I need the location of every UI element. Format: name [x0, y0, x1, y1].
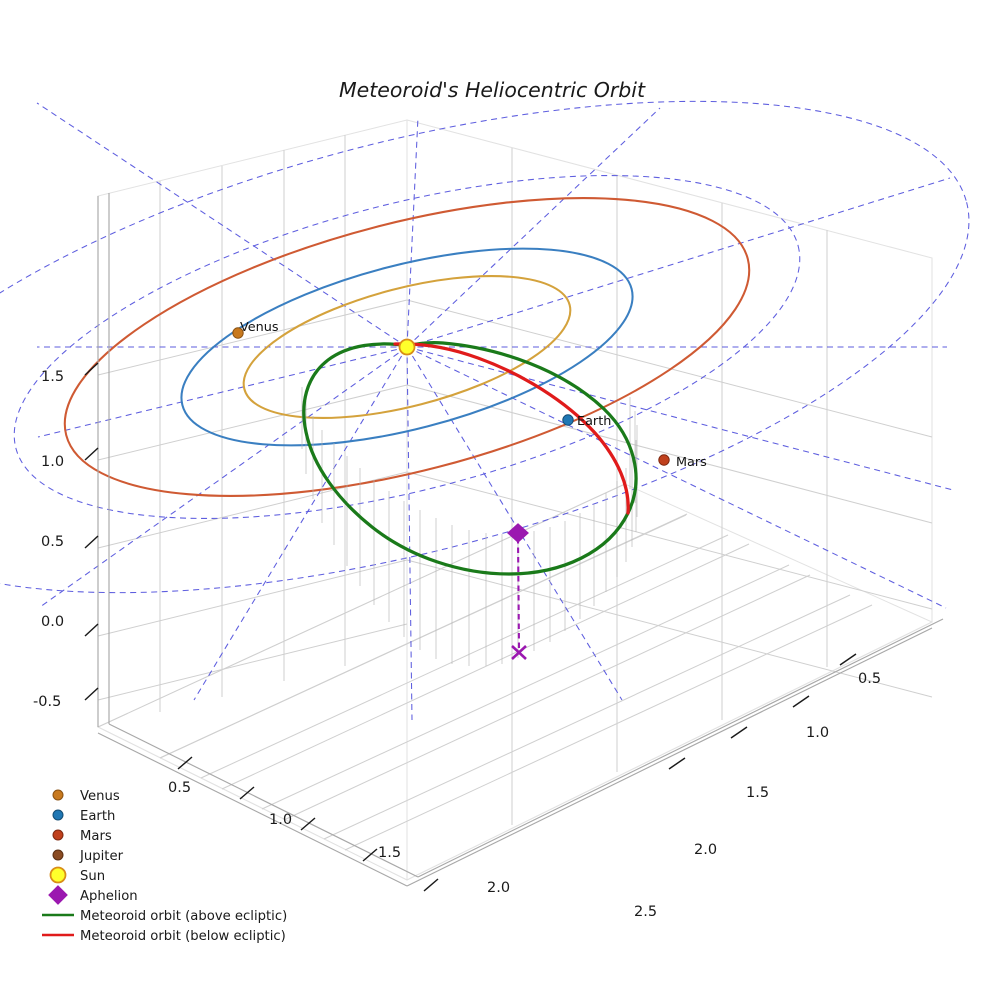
legend-label-sun: Sun	[80, 869, 105, 884]
x-axis-ticks: 0.5 1.0 1.5 2.0 2.5	[168, 756, 657, 920]
legend-item-meteoroid-above[interactable]: Meteoroid orbit (above ecliptic)	[42, 909, 287, 924]
y-tick-label-0: 0.5	[858, 671, 881, 687]
mars-body-marker	[658, 454, 670, 466]
venus-label: Venus	[240, 320, 279, 335]
y-axis-ticks: 0.5 1.0 1.5 2.0	[668, 653, 881, 858]
x-tick-label-1: 1.0	[269, 812, 292, 828]
earth-body-marker	[562, 414, 574, 426]
y-tick-label-3: 2.0	[694, 842, 717, 858]
aphelion-marker	[507, 523, 529, 543]
x-tick-label-0: 0.5	[168, 780, 191, 796]
planet-orbits	[63, 197, 751, 497]
x-tick-label-4: 2.5	[634, 904, 657, 920]
page-title: Meteoroid's Heliocentric Orbit	[339, 78, 646, 102]
z-tick-label-1: 1.0	[41, 454, 64, 470]
x-tick-label-3: 2.0	[487, 880, 510, 896]
aphelion-projection-marker	[511, 645, 527, 660]
earth-label: Earth	[577, 414, 611, 429]
legend-marker-earth	[52, 809, 64, 821]
legend-item-meteoroid-below[interactable]: Meteoroid orbit (below ecliptic)	[42, 929, 286, 944]
annotation-earth: Earth	[562, 414, 611, 429]
venus-orbit-ellipse	[242, 275, 572, 419]
venus-body-marker	[232, 327, 244, 339]
meteoroid-orbit	[302, 341, 638, 576]
legend-label-jupiter: Jupiter	[79, 849, 124, 864]
legend-marker-venus	[52, 789, 64, 801]
legend-item-earth[interactable]: Earth	[52, 809, 115, 824]
plot-legend: Venus Earth Mars Jupiter Sun Aphelion Me…	[42, 789, 287, 944]
sun-marker	[398, 338, 416, 356]
legend-label-earth: Earth	[80, 809, 115, 824]
axis-spines	[97, 193, 944, 887]
earth-orbit-ellipse	[180, 247, 634, 447]
meteoroid-orbit-below-ecliptic	[393, 342, 630, 515]
z-axis-ticks: 1.5 1.0 0.5 0.0 -0.5	[33, 362, 99, 710]
legend-label-mars: Mars	[80, 829, 112, 844]
meteoroid-orbit-above-ecliptic	[302, 341, 638, 576]
aphelion-group	[507, 523, 529, 660]
legend-item-mars[interactable]: Mars	[52, 829, 112, 844]
legend-item-venus[interactable]: Venus	[52, 789, 120, 804]
legend-marker-aphelion	[48, 885, 68, 905]
planet-annotations: Venus Earth Mars	[232, 320, 707, 470]
mars-orbit-ellipse	[63, 197, 751, 497]
legend-item-sun[interactable]: Sun	[49, 866, 106, 885]
legend-marker-mars	[52, 829, 64, 841]
mars-label: Mars	[676, 455, 707, 470]
annotation-venus: Venus	[232, 320, 279, 339]
legend-item-aphelion[interactable]: Aphelion	[48, 885, 138, 905]
legend-marker-sun	[49, 866, 67, 884]
legend-marker-jupiter	[52, 849, 64, 861]
z-tick-label-4: -0.5	[33, 694, 61, 710]
z-tick-label-2: 0.5	[41, 534, 64, 550]
legend-item-jupiter[interactable]: Jupiter	[52, 849, 124, 864]
z-tick-label-3: 0.0	[41, 614, 64, 630]
y-tick-label-1: 1.0	[806, 725, 829, 741]
x-tick-label-2: 1.5	[378, 845, 401, 861]
orbit-drop-stems	[301, 387, 638, 666]
axes-panes	[96, 119, 934, 881]
legend-label-venus: Venus	[80, 789, 120, 804]
legend-label-meteoroid-below: Meteoroid orbit (below ecliptic)	[80, 929, 286, 944]
annotation-mars: Mars	[658, 454, 707, 470]
z-tick-label-0: 1.5	[41, 369, 64, 385]
legend-label-aphelion: Aphelion	[80, 889, 138, 904]
y-tick-label-2: 1.5	[746, 785, 769, 801]
legend-label-meteoroid-above: Meteoroid orbit (above ecliptic)	[80, 909, 287, 924]
